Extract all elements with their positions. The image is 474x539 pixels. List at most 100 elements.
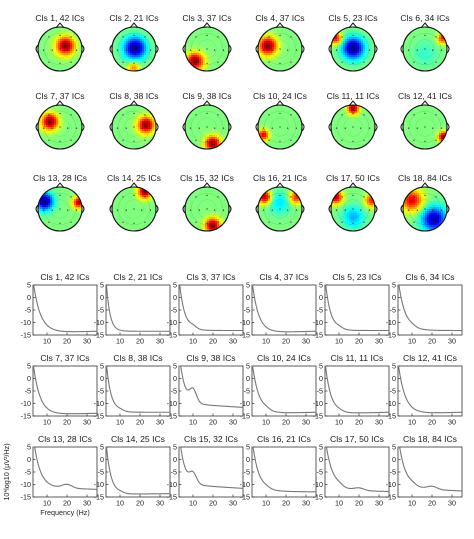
x-tick-label: 20 bbox=[428, 418, 436, 427]
x-tick-label: 10 bbox=[189, 337, 197, 346]
x-tick-label: 30 bbox=[83, 337, 91, 346]
head-outline bbox=[257, 104, 303, 150]
left-ear-outline bbox=[182, 204, 186, 214]
x-tick-label: 30 bbox=[448, 337, 456, 346]
x-tick-label: 20 bbox=[136, 418, 144, 427]
topo-plot-16: Cls 16, 21 ICs bbox=[253, 173, 307, 232]
topo-title: Cls 11, 11 ICs bbox=[327, 91, 380, 101]
plot-frame bbox=[178, 446, 244, 498]
y-tick-label: 0 bbox=[173, 293, 177, 302]
y-tick-label: -5 bbox=[390, 468, 396, 477]
y-tick-label: -15 bbox=[94, 331, 104, 340]
y-tick-label: -10 bbox=[94, 399, 104, 408]
spectrum-plot-8: Cls 8, 38 ICs 5 0 -5 -10 -15 10 20 30 bbox=[94, 353, 171, 427]
y-tick-label: 5 bbox=[319, 362, 323, 371]
x-tick-label: 30 bbox=[156, 499, 164, 508]
y-tick-label: -15 bbox=[167, 412, 177, 421]
y-tick-label: 5 bbox=[246, 362, 250, 371]
y-tick-label: -5 bbox=[171, 306, 177, 315]
nose-outline bbox=[129, 22, 139, 29]
y-tick-label: -5 bbox=[25, 306, 31, 315]
topo-plot-12: Cls 12, 41 ICs bbox=[398, 91, 452, 150]
y-tick-label: 0 bbox=[27, 293, 31, 302]
y-tick-label: -15 bbox=[386, 412, 396, 421]
spectrum-plot-18: Cls 18, 84 ICs 5 0 -5 -10 -15 10 20 30 bbox=[386, 434, 463, 508]
y-tick-label: 0 bbox=[173, 374, 177, 383]
spectrum-title: Cls 18, 84 ICs bbox=[403, 434, 457, 444]
x-tick-label: 10 bbox=[43, 337, 51, 346]
plot-frame bbox=[178, 284, 244, 336]
spectrum-plot-10: Cls 10, 24 ICs 5 0 -5 -10 -15 10 20 30 bbox=[240, 353, 317, 427]
right-ear-outline bbox=[228, 122, 232, 132]
left-ear-outline bbox=[182, 44, 186, 54]
topo-plot-11: Cls 11, 11 ICs bbox=[327, 91, 380, 150]
y-tick-label: -10 bbox=[94, 480, 104, 489]
spectrum-plot-12: Cls 12, 41 ICs 5 0 -5 -10 -15 10 20 30 bbox=[386, 353, 463, 427]
plot-frame bbox=[178, 365, 244, 417]
y-tick-label: 0 bbox=[100, 293, 104, 302]
nose-outline bbox=[55, 100, 65, 107]
nose-outline bbox=[202, 182, 212, 189]
spectrum-line bbox=[397, 365, 463, 414]
plot-frame bbox=[32, 446, 98, 498]
head-outline bbox=[111, 104, 157, 150]
spectrum-line bbox=[33, 446, 98, 490]
topo-title: Cls 8, 38 ICs bbox=[109, 91, 158, 101]
topo-title: Cls 6, 34 ICs bbox=[400, 13, 449, 23]
topo-plot-10: Cls 10, 24 ICs bbox=[253, 91, 307, 150]
x-tick-label: 20 bbox=[63, 337, 71, 346]
x-tick-label: 30 bbox=[229, 418, 237, 427]
nose-outline bbox=[420, 22, 430, 29]
spectrum-line bbox=[324, 284, 389, 332]
spectrum-title: Cls 2, 21 ICs bbox=[113, 272, 162, 282]
plot-frame bbox=[251, 284, 317, 336]
spectrum-line bbox=[324, 365, 390, 414]
y-tick-label: 5 bbox=[27, 281, 31, 290]
topo-title: Cls 9, 38 ICs bbox=[182, 91, 231, 101]
y-tick-label: 5 bbox=[173, 443, 177, 452]
y-tick-label: 5 bbox=[100, 281, 104, 290]
nose-outline bbox=[348, 182, 358, 189]
x-tick-label: 10 bbox=[335, 418, 343, 427]
spectrum-plot-11: Cls 11, 11 ICs 5 0 -5 -10 -15 10 20 30 bbox=[313, 353, 390, 427]
nose-outline bbox=[348, 22, 358, 29]
y-tick-label: 5 bbox=[173, 281, 177, 290]
x-tick-label: 20 bbox=[428, 499, 436, 508]
right-ear-outline bbox=[228, 44, 232, 54]
y-tick-label: -5 bbox=[317, 468, 323, 477]
x-tick-label: 30 bbox=[229, 499, 237, 508]
right-ear-outline bbox=[301, 204, 305, 214]
y-tick-label: 0 bbox=[27, 374, 31, 383]
left-ear-outline bbox=[35, 44, 39, 54]
spectrum-line bbox=[398, 446, 463, 492]
x-tick-label: 10 bbox=[262, 337, 270, 346]
nose-outline bbox=[275, 100, 285, 107]
y-tick-label: 5 bbox=[246, 281, 250, 290]
left-ear-outline bbox=[328, 122, 332, 132]
plot-frame bbox=[105, 284, 171, 336]
y-tick-label: -15 bbox=[240, 412, 250, 421]
topography-grid: Cls 1, 42 ICs Cls 2, 21 ICs Cls 3, 37 ICs C… bbox=[33, 13, 452, 232]
spectrum-title: Cls 17, 50 ICs bbox=[330, 434, 384, 444]
spectrum-title: Cls 7, 37 ICs bbox=[40, 353, 89, 363]
y-tick-label: 5 bbox=[319, 443, 323, 452]
head-outline bbox=[37, 186, 83, 232]
right-ear-outline bbox=[374, 122, 378, 132]
topo-title: Cls 3, 37 ICs bbox=[182, 13, 231, 23]
left-ear-outline bbox=[35, 204, 39, 214]
y-tick-label: -5 bbox=[244, 387, 250, 396]
spectrum-plot-13: Cls 13, 28 ICs 5 0 -5 -10 -15 10 20 30 bbox=[21, 434, 98, 508]
topo-title: Cls 4, 37 ICs bbox=[255, 13, 304, 23]
y-tick-label: -10 bbox=[386, 399, 396, 408]
nose-outline bbox=[129, 100, 139, 107]
x-tick-label: 10 bbox=[43, 499, 51, 508]
left-ear-outline bbox=[109, 122, 113, 132]
plot-frame bbox=[105, 446, 171, 498]
x-tick-label: 10 bbox=[262, 418, 270, 427]
topo-plot-9: Cls 9, 38 ICs bbox=[182, 91, 232, 150]
x-tick-label: 20 bbox=[355, 499, 363, 508]
left-ear-outline bbox=[35, 122, 39, 132]
y-tick-label: -10 bbox=[240, 399, 250, 408]
spectrum-title: Cls 15, 32 ICs bbox=[184, 434, 238, 444]
y-tick-label: 0 bbox=[27, 455, 31, 464]
